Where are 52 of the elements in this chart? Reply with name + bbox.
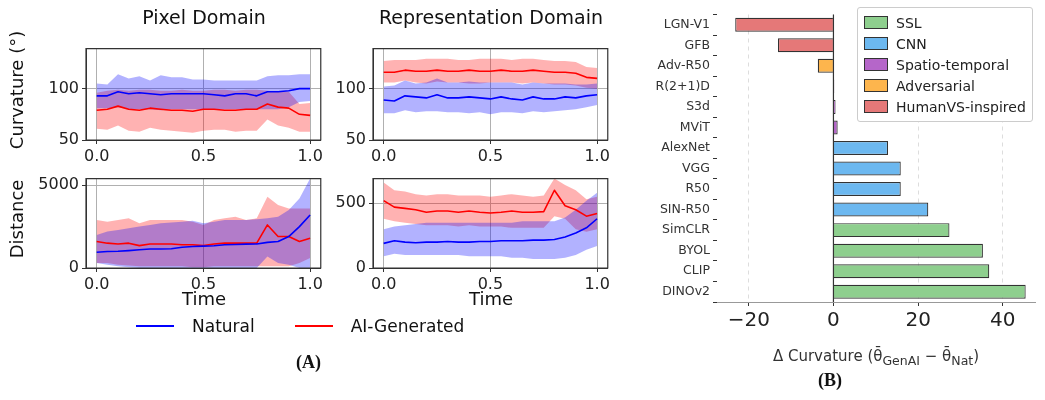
x-tick-label: 0.5: [190, 145, 217, 165]
y-tick-label: S3d: [686, 98, 710, 114]
y-tick-label: 100: [335, 77, 366, 97]
y-axis-title: Curvature (°): [5, 30, 27, 150]
y-tick-label: 50: [345, 129, 366, 149]
x-tick-label: 1.0: [584, 273, 610, 293]
chart-title: Pixel Domain: [141, 6, 267, 28]
x-tick-label: 0.0: [83, 273, 110, 293]
y-axis-title: Distance: [5, 179, 27, 259]
x-tick-label: 0.0: [370, 273, 397, 293]
x-tick-label: 1.0: [297, 273, 323, 293]
legend-label: AI-Generated: [349, 316, 465, 336]
y-tick-label: GFB: [684, 36, 710, 52]
legend-label: HumanVS-inspired: [895, 97, 1026, 117]
y-tick-label: 50: [58, 129, 79, 149]
chart-title: Representation Domain: [377, 6, 605, 28]
y-tick-label: R50: [685, 180, 711, 196]
legend-label: CNN: [895, 34, 928, 54]
y-tick-label: 500: [335, 192, 366, 212]
y-tick-label: CLIP: [683, 262, 711, 278]
x-tick-label: 0.0: [370, 145, 397, 165]
y-tick-label: SIN-R50: [659, 200, 711, 216]
y-tick-label: 0: [355, 257, 366, 277]
y-tick-label: SimCLR: [662, 221, 711, 237]
legend-label: Spatio-temporal: [895, 55, 1011, 75]
x-axis-title: Time: [468, 288, 514, 309]
y-tick-label: Adv-R50: [657, 57, 711, 73]
y-tick-label: DINOv2: [662, 282, 710, 298]
y-tick-label: AlexNet: [661, 139, 711, 155]
text: (A): [296, 352, 321, 373]
x-tick-label: 0.5: [477, 145, 504, 165]
x-tick-label: 1.0: [584, 145, 610, 165]
y-tick-label: 100: [48, 77, 79, 97]
y-tick-label: MViT: [679, 118, 711, 134]
x-axis-title: Time: [181, 288, 227, 309]
x-tick-label: 0.0: [83, 145, 110, 165]
y-tick-label: R(2+1)D: [655, 77, 710, 93]
legend-label: Natural: [191, 316, 255, 336]
x-tick-label: 20: [905, 307, 931, 332]
y-tick-label: VGG: [682, 159, 710, 175]
y-tick-label: BYOL: [678, 241, 711, 257]
x-tick-label: −20: [727, 307, 770, 332]
x-tick-label: 40: [990, 307, 1016, 332]
y-tick-label: LGN-V1: [663, 16, 710, 32]
y-tick-label: 0: [68, 257, 79, 277]
x-axis-title: Δ Curvature (θ̄$_{GenAI}$ − θ̄$_{Nat}$): [771, 347, 981, 368]
legend-label: Adversarial: [895, 76, 976, 96]
text: (B): [818, 370, 842, 391]
legend-label: SSL: [895, 13, 923, 33]
y-tick-label: 5000: [38, 174, 79, 194]
x-tick-label: 1.0: [297, 145, 323, 165]
x-tick-label: 0: [827, 307, 840, 332]
